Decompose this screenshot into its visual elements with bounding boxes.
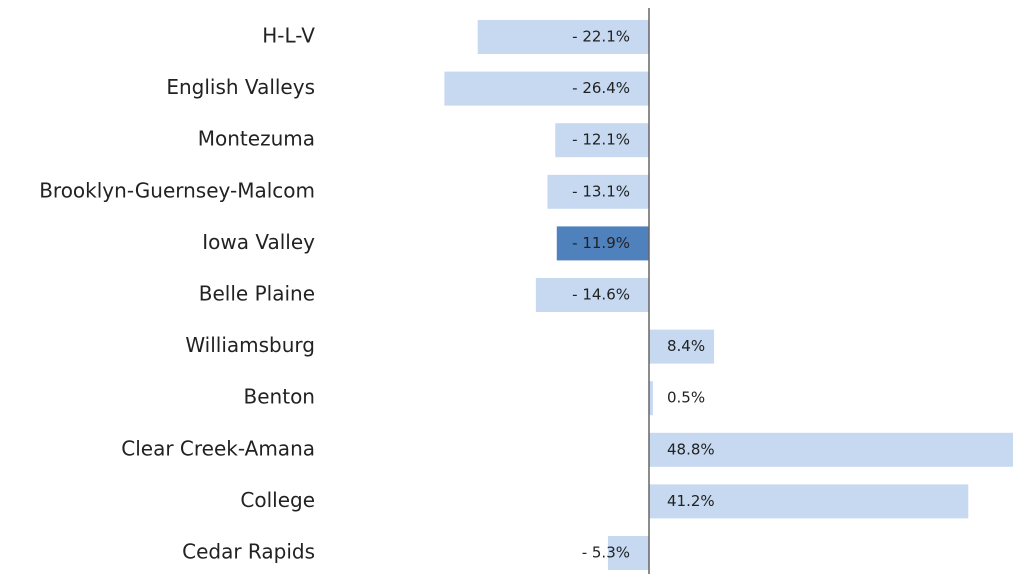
value-label: - 14.6% [572, 286, 630, 304]
value-label: 0.5% [667, 389, 705, 407]
bar [649, 381, 653, 416]
category-label: Benton [244, 385, 315, 409]
value-label: - 22.1% [572, 28, 630, 46]
value-label: 8.4% [667, 337, 705, 355]
category-label: Williamsburg [185, 333, 315, 357]
value-label: - 12.1% [572, 131, 630, 149]
value-label: - 11.9% [572, 234, 630, 252]
bar [535, 278, 649, 312]
category-label: H-L-V [262, 24, 315, 48]
value-label: 48.8% [667, 440, 715, 458]
bar [477, 20, 649, 54]
value-label: - 26.4% [572, 79, 630, 97]
category-label: English Valleys [166, 75, 315, 99]
category-label: Cedar Rapids [182, 540, 315, 564]
category-label: Clear Creek-Amana [121, 436, 315, 460]
bar [547, 174, 649, 209]
bar [556, 226, 649, 261]
value-label: 41.2% [667, 492, 715, 510]
category-label: Belle Plaine [199, 282, 315, 306]
category-label: College [240, 488, 315, 512]
value-label: - 5.3% [582, 544, 630, 562]
category-label: Iowa Valley [202, 230, 315, 254]
bar [649, 484, 969, 519]
bar [444, 71, 649, 106]
bar [607, 536, 649, 570]
category-label: Montezuma [198, 127, 315, 151]
bar [555, 123, 649, 158]
category-label: Brooklyn-Guernsey-Malcom [39, 178, 315, 202]
value-label: - 13.1% [572, 182, 630, 200]
bar [649, 329, 715, 364]
bar [649, 432, 1013, 467]
